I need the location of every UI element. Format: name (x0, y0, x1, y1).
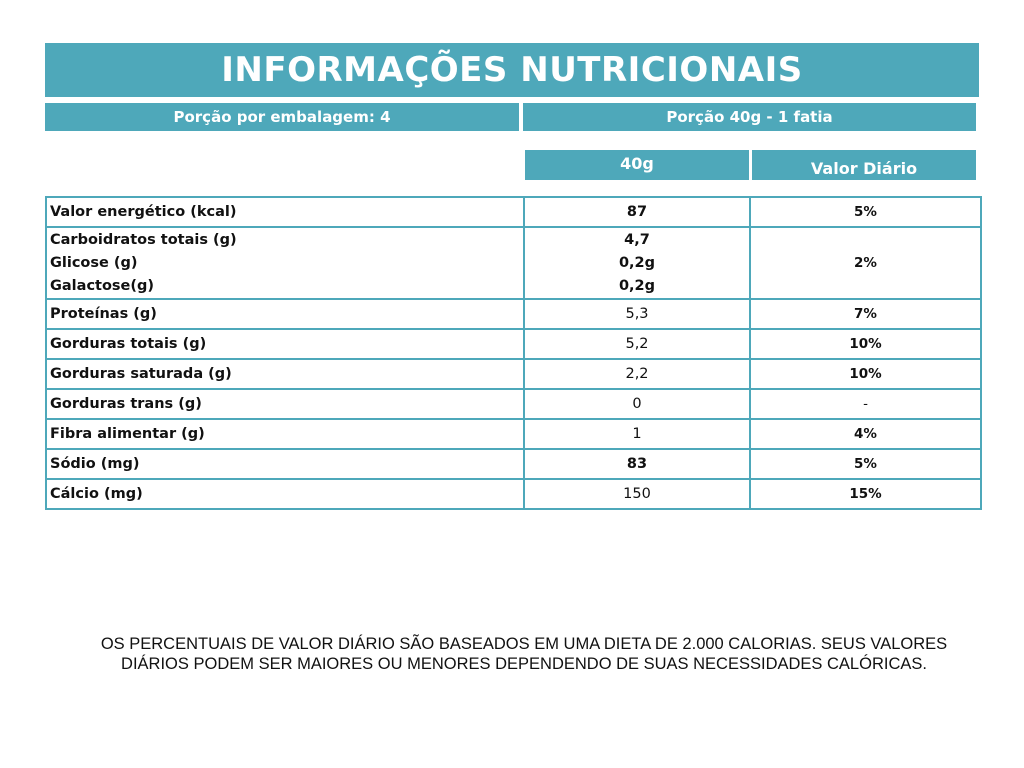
nutrient-value: 5,3 (523, 298, 751, 330)
table-row: Valor energético (kcal) 87 5% (45, 196, 982, 228)
table-row: Cálcio (mg) 150 15% (45, 478, 982, 510)
nutrient-label: Carboidratos totais (g) (50, 231, 237, 248)
nutrient-label: Cálcio (mg) (45, 478, 525, 510)
table-row: Fibra alimentar (g) 1 4% (45, 418, 982, 450)
nutrient-daily-value: 5% (749, 448, 982, 480)
nutrition-title: INFORMAÇÕES NUTRICIONAIS (45, 43, 979, 97)
daily-value-column-header: Valor Diário (752, 150, 976, 180)
nutrient-daily-value: 15% (749, 478, 982, 510)
table-row: Gorduras totais (g) 5,2 10% (45, 328, 982, 360)
nutrient-daily-value: - (749, 388, 982, 420)
nutrient-label: Proteínas (g) (45, 298, 525, 330)
table-row: Gorduras trans (g) 0 - (45, 388, 982, 420)
nutrition-table: Valor energético (kcal) 87 5% Carboidrat… (45, 196, 982, 510)
nutrient-label: Gorduras totais (g) (45, 328, 525, 360)
nutrient-label: Sódio (mg) (45, 448, 525, 480)
nutrient-value: 0 (523, 388, 751, 420)
nutrient-value-group: 4,7 0,2g 0,2g (523, 226, 751, 300)
nutrient-label: Glicose (g) (50, 254, 138, 271)
nutrient-label-group: Carboidratos totais (g) Glicose (g) Gala… (45, 226, 525, 300)
table-row: Proteínas (g) 5,3 7% (45, 298, 982, 330)
nutrient-label: Galactose(g) (50, 277, 155, 294)
amount-column-header: 40g (525, 150, 749, 180)
nutrient-daily-value: 10% (749, 358, 982, 390)
nutrient-daily-value: 4% (749, 418, 982, 450)
nutrient-value: 87 (523, 196, 751, 228)
nutrient-value: 0,2g (618, 254, 656, 271)
nutrient-value: 5,2 (523, 328, 751, 360)
nutrient-value: 1 (523, 418, 751, 450)
nutrient-value: 2,2 (523, 358, 751, 390)
nutrient-label: Gorduras trans (g) (45, 388, 525, 420)
nutrient-daily-value: 10% (749, 328, 982, 360)
nutrient-value: 83 (523, 448, 751, 480)
nutrient-value: 150 (523, 478, 751, 510)
nutrient-daily-value: 2% (749, 226, 982, 300)
table-row: Gorduras saturada (g) 2,2 10% (45, 358, 982, 390)
table-row: Carboidratos totais (g) Glicose (g) Gala… (45, 226, 982, 300)
nutrient-daily-value: 7% (749, 298, 982, 330)
nutrient-daily-value: 5% (749, 196, 982, 228)
table-row: Sódio (mg) 83 5% (45, 448, 982, 480)
portion-size: Porção 40g - 1 fatia (523, 103, 976, 131)
servings-per-package: Porção por embalagem: 4 (45, 103, 519, 131)
nutrient-label: Valor energético (kcal) (45, 196, 525, 228)
nutrient-label: Fibra alimentar (g) (45, 418, 525, 450)
nutrient-value: 4,7 (624, 231, 650, 248)
nutrient-value: 0,2g (618, 277, 656, 294)
daily-value-footnote: OS PERCENTUAIS DE VALOR DIÁRIO SÃO BASEA… (100, 635, 948, 673)
nutrient-label: Gorduras saturada (g) (45, 358, 525, 390)
